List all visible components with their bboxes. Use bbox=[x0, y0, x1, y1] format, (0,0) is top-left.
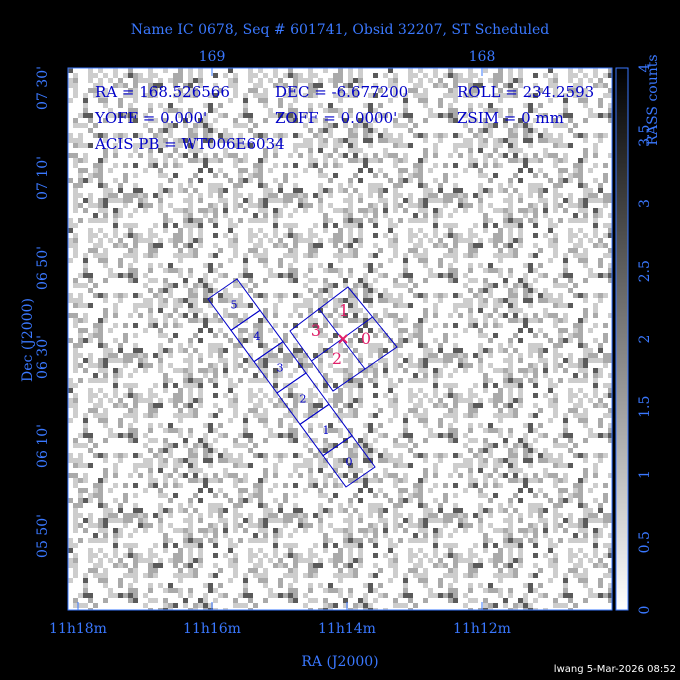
acis-s-label: 5 bbox=[231, 299, 238, 312]
info-line: RA = 168.526566 bbox=[95, 83, 230, 101]
acis-i-label: 1 bbox=[339, 301, 349, 320]
colorbar-label: 0.5 bbox=[637, 531, 653, 553]
acis-i-label: 3 bbox=[311, 321, 321, 340]
info-line: DEC = -6.677200 bbox=[275, 83, 408, 101]
acis-i-label: 0 bbox=[361, 329, 371, 348]
sky-image bbox=[67, 67, 613, 611]
y-title: Dec (J2000) bbox=[20, 298, 36, 382]
axis-label: 07 10' bbox=[35, 156, 51, 200]
acis-s-label: 1 bbox=[323, 424, 330, 437]
acis-s-label: 3 bbox=[277, 361, 284, 374]
axis-label: 11h14m bbox=[318, 621, 376, 637]
info-line: YOFF = 0.000' bbox=[94, 109, 207, 127]
colorbar-title: RASS counts bbox=[645, 54, 661, 145]
colorbar-label: 0 bbox=[637, 606, 653, 615]
colorbar-label: 2 bbox=[637, 335, 653, 344]
info-line: ROLL = 234.2593 bbox=[457, 83, 594, 101]
acis-s-label: 4 bbox=[254, 330, 261, 343]
acis-s-chip bbox=[322, 434, 376, 488]
acis-s-label: 0 bbox=[346, 455, 353, 468]
axis-label: 11h16m bbox=[183, 621, 241, 637]
info-line: ZOFF = 0.0000' bbox=[275, 109, 397, 127]
aimpoint bbox=[338, 334, 348, 344]
x-title: RA (J2000) bbox=[301, 654, 378, 670]
colorbar-label: 1 bbox=[637, 470, 653, 479]
colorbar-label: 3.5 bbox=[637, 125, 653, 147]
axis-label: 07 30' bbox=[35, 66, 51, 110]
axis-label: 06 50' bbox=[35, 246, 51, 290]
colorbar-label: 3 bbox=[637, 199, 653, 208]
acis-s-label: 2 bbox=[300, 393, 307, 406]
acis-i-array bbox=[289, 286, 398, 392]
colorbar-label: 4 bbox=[637, 63, 653, 72]
acis-i-label: 2 bbox=[332, 349, 342, 368]
footer: lwang 5-Mar-2026 08:52 bbox=[554, 664, 676, 675]
axis-label: 11h12m bbox=[453, 621, 511, 637]
colorbar bbox=[615, 67, 629, 611]
axis-label: 06 10' bbox=[35, 424, 51, 468]
info-line: ZSIM = 0 mm bbox=[457, 109, 564, 127]
axis-label: 168 bbox=[469, 49, 496, 65]
axis-label: 169 bbox=[199, 49, 226, 65]
title: Name IC 0678, Seq # 601741, Obsid 32207,… bbox=[131, 22, 549, 38]
colorbar-label: 1.5 bbox=[637, 396, 653, 418]
axis-label: 05 50' bbox=[35, 514, 51, 558]
info-line: ACIS PB = WT006E6034 bbox=[94, 135, 285, 153]
axis-label: 11h18m bbox=[49, 621, 107, 637]
axis-label: 06 30' bbox=[35, 335, 51, 379]
colorbar-label: 2.5 bbox=[637, 260, 653, 282]
